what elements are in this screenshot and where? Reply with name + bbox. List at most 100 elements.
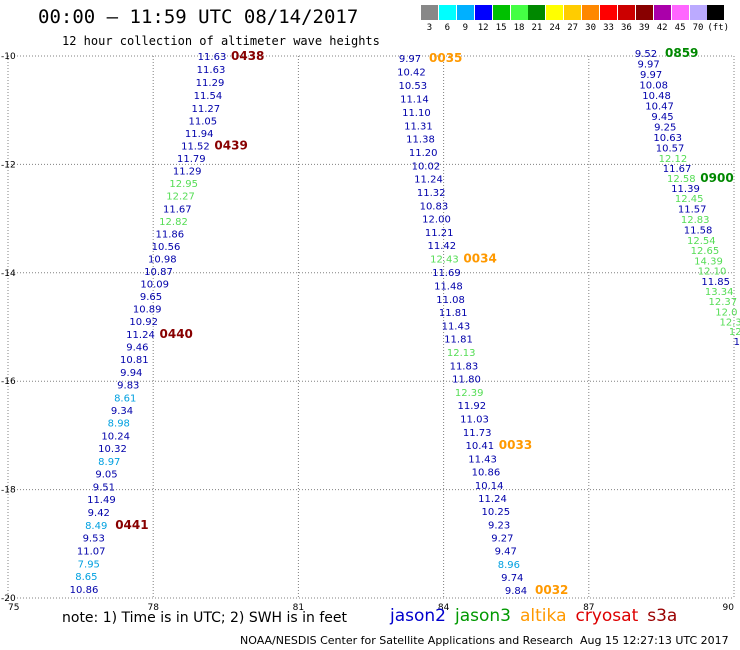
swh-label: 12.00 [422,215,451,226]
swh-label: 10.98 [148,255,177,266]
legend-swatch [707,5,725,20]
lat-tick-label: -20 [1,594,16,604]
swh-label: 10.48 [642,91,671,102]
swh-label: 11.63 [197,65,226,76]
swh-label: 9.94 [120,368,142,379]
swh-label: 9.23 [488,520,510,531]
swh-label: 12.13 [447,348,476,359]
lon-tick-label: 90 [723,603,735,613]
swh-label: 11.10 [402,108,431,119]
swh-label: 11.58 [684,226,713,237]
swh-label: 10.08 [639,81,668,92]
pass-time-label: 0439 [214,139,247,153]
satellite-jason3: jason3 [455,606,511,626]
pass-time-label: 0438 [231,49,264,63]
swh-label: 11.94 [185,129,214,140]
legend-label: 33 [603,23,614,33]
lon-tick-label: 78 [147,603,159,613]
legend-label: 27 [567,23,579,33]
swh-label: 12.65 [691,246,720,257]
swh-label: 10.92 [129,317,158,328]
lat-tick-label: -14 [1,269,16,279]
swh-label: 11.86 [155,229,184,240]
pass-time-label: 0440 [160,327,193,341]
swh-label: 10.57 [656,144,685,155]
swh-label: 11.67 [663,164,692,175]
lon-tick-label: 81 [293,603,304,613]
lat-tick-label: -18 [1,486,16,496]
swh-label: 10.87 [144,267,173,278]
swh-label: 11.85 [701,277,730,288]
swh-label: 11.63 [198,52,227,63]
swh-label: 11.24 [478,494,507,505]
swh-label: 11.20 [409,148,438,159]
swh-label: 8.97 [98,457,120,468]
swh-label: 11.05 [188,117,217,128]
legend-label: 70 [692,23,704,33]
legend-swatch [546,5,564,20]
legend-swatch [438,5,456,20]
swh-label: 11.43 [468,455,497,466]
swh-label: 10.81 [120,355,149,366]
generated-timestamp: Aug 15 12:27:13 UTC 2017 [580,634,729,647]
legend-swatch [689,5,707,20]
legend-label: 6 [444,23,451,33]
legend-label: 42 [656,23,668,33]
legend-swatch [600,5,617,20]
satellite-legend: jason2 jason3 altika cryosat s3a [390,606,686,626]
legend-swatch [528,5,546,20]
swh-label: 11.32 [417,188,446,199]
swh-label: 11.81 [439,308,468,319]
swh-label: 12.45 [675,194,704,205]
legend-label: 18 [513,23,525,33]
lat-tick-label: -16 [1,377,16,387]
swh-label: 7.95 [78,559,100,570]
swh-label: 9.97 [640,70,662,81]
footer-note: note: 1) Time is in UTC; 2) SWH is in fe… [62,610,348,626]
swh-label: 10.83 [420,201,449,212]
swh-label: 10.42 [397,68,426,79]
lon-tick-label: 75 [8,603,19,613]
swh-label: 12.43 [430,255,459,266]
swh-label: 10.47 [645,102,674,113]
swh-label: 9.83 [117,381,139,392]
pass-time-label: 0035 [429,51,462,65]
swh-label: 8.65 [75,572,97,583]
legend-label: 30 [585,23,597,33]
swh-label: 11.83 [450,361,479,372]
swh-label: 12.58 [667,174,696,185]
swh-label: 14.39 [694,256,723,267]
pass-time-label: 0033 [499,438,532,452]
swh-label: 11.92 [457,401,486,412]
swh-label: 11.24 [414,175,443,186]
legend-swatch [582,5,600,20]
swh-label: 11.07 [77,546,106,557]
swh-label: 8.49 [85,521,107,532]
legend-swatch [635,5,653,20]
swh-label: 11.31 [404,121,433,132]
swh-label: 10.53 [398,81,427,92]
swh-label: 10.86 [70,585,99,596]
lat-tick-label: -12 [1,160,16,170]
swh-label: 12.82 [159,217,188,228]
swh-label: 11.57 [678,205,707,216]
swh-label: 10.89 [133,305,162,316]
satellite-s3a: s3a [647,606,678,626]
swh-label: 10.86 [472,468,501,479]
swh-label: 11.39 [671,184,700,195]
legend-swatch [456,5,474,20]
swh-label: 11.43 [442,321,471,332]
swh-label: 9.51 [93,482,115,493]
swh-label: 9.97 [399,54,421,65]
swh-label: 12.83 [681,215,710,226]
lon-tick-label: 84 [438,603,450,613]
swh-label: 9.53 [83,534,105,545]
swh-label: 12.12 [659,154,688,165]
swh-label: 11.38 [406,135,435,146]
legend-swatch [474,5,492,20]
satellite-altika: altika [520,606,567,626]
swh-label: 12.3 [719,317,740,328]
swh-label: 11 [734,337,740,348]
satellite-cryosat: cryosat [575,606,639,626]
swh-label: 11.79 [177,154,206,165]
